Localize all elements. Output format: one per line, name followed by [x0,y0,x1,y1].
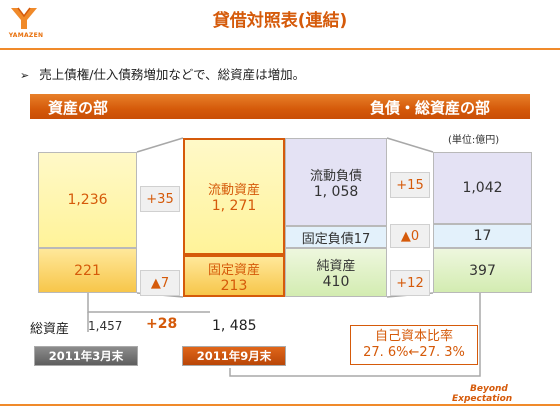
section-banner [30,94,530,119]
sep-fixed-liabilities: 固定負債17 [285,226,387,248]
mar-net-assets-value: 397 [469,262,496,279]
sep-current-liabilities-value: 1, 058 [313,183,359,200]
mar-fixed-liabilities: 17 [433,224,532,248]
sep-current-assets-value: 1, 271 [211,198,257,214]
period-tag-sep: 2011年9月末 [182,346,286,366]
total-assets-row: 総資産 1,457 +28 1, 485 [30,316,300,338]
tagline-line1: Beyond [470,384,508,394]
unit-label: (単位:億円) [448,135,500,146]
total-assets-mar-value: 1,457 [88,319,123,333]
sep-current-assets: 流動資産 1, 271 [183,138,285,255]
sep-fixed-assets-label: 固定資産 [207,262,260,278]
sep-current-assets-label: 流動資産 [207,183,260,198]
assets-section-label: 資産の部 [48,99,109,117]
current-liabilities-change: +15 [390,172,430,198]
mar-current-liabilities-value: 1,042 [462,180,503,196]
current-assets-change: +35 [140,186,180,212]
fixed-assets-change-value: ▲7 [150,275,170,291]
total-assets-sep-value: 1, 485 [212,318,257,334]
current-liabilities-change-value: +15 [396,177,424,193]
mar-fixed-assets: 221 [38,248,137,293]
footer-divider [0,404,560,406]
sep-current-liabilities-label: 流動負債 [309,168,362,184]
sep-net-assets: 純資産 410 [285,248,387,297]
equity-ratio-box: 自己資本比率 27. 6%←27. 3% [350,325,478,365]
equity-ratio-label: 自己資本比率 [374,329,453,344]
mar-current-assets: 1,236 [38,152,137,248]
mar-net-assets: 397 [433,248,532,293]
summary-text: 売上債権/仕入債務増加などで、総資産は増加。 [39,67,306,82]
footer-tagline: Beyond Expectation [452,384,552,404]
fixed-assets-change: ▲7 [140,270,180,296]
title-divider [0,48,560,50]
sep-fixed-assets-value: 213 [220,277,248,294]
mar-current-assets-value: 1,236 [67,192,108,208]
page-title: 貸借対照表(連結) [212,11,348,31]
sep-current-liabilities: 流動負債 1, 058 [285,138,387,226]
logo-text: YAMAZEN [8,32,44,39]
yamazen-logo-icon [10,6,38,30]
total-assets-change: +28 [146,316,178,332]
tagline-line2: Expectation [452,394,513,404]
sep-net-assets-label: 純資産 [316,259,356,274]
mar-fixed-assets-value: 221 [74,262,101,279]
net-assets-change: +12 [390,270,430,296]
current-assets-change-value: +35 [146,191,174,207]
fixed-liabilities-change-value: ▲0 [400,228,420,244]
period-mar-label: 2011年3月末 [48,349,124,363]
liabilities-section-label: 負債・総資産の部 [370,99,491,117]
period-sep-label: 2011年9月末 [196,349,272,363]
sep-fixed-liabilities-label: 固定負債17 [301,231,371,247]
equity-ratio-value: 27. 6%←27. 3% [363,345,465,360]
sep-fixed-assets: 固定資産 213 [183,255,285,297]
sep-net-assets-value: 410 [322,274,350,290]
bullet-arrow-icon: ➢ [20,69,30,82]
mar-fixed-liabilities-value: 17 [473,228,492,244]
total-assets-label: 総資産 [30,322,70,337]
period-tag-mar: 2011年3月末 [34,346,138,366]
net-assets-change-value: +12 [396,275,424,291]
mar-current-liabilities: 1,042 [433,152,532,224]
summary-bullet: ➢ 売上債権/仕入債務増加などで、総資産は増加。 [20,64,305,83]
fixed-liabilities-change: ▲0 [390,224,430,248]
